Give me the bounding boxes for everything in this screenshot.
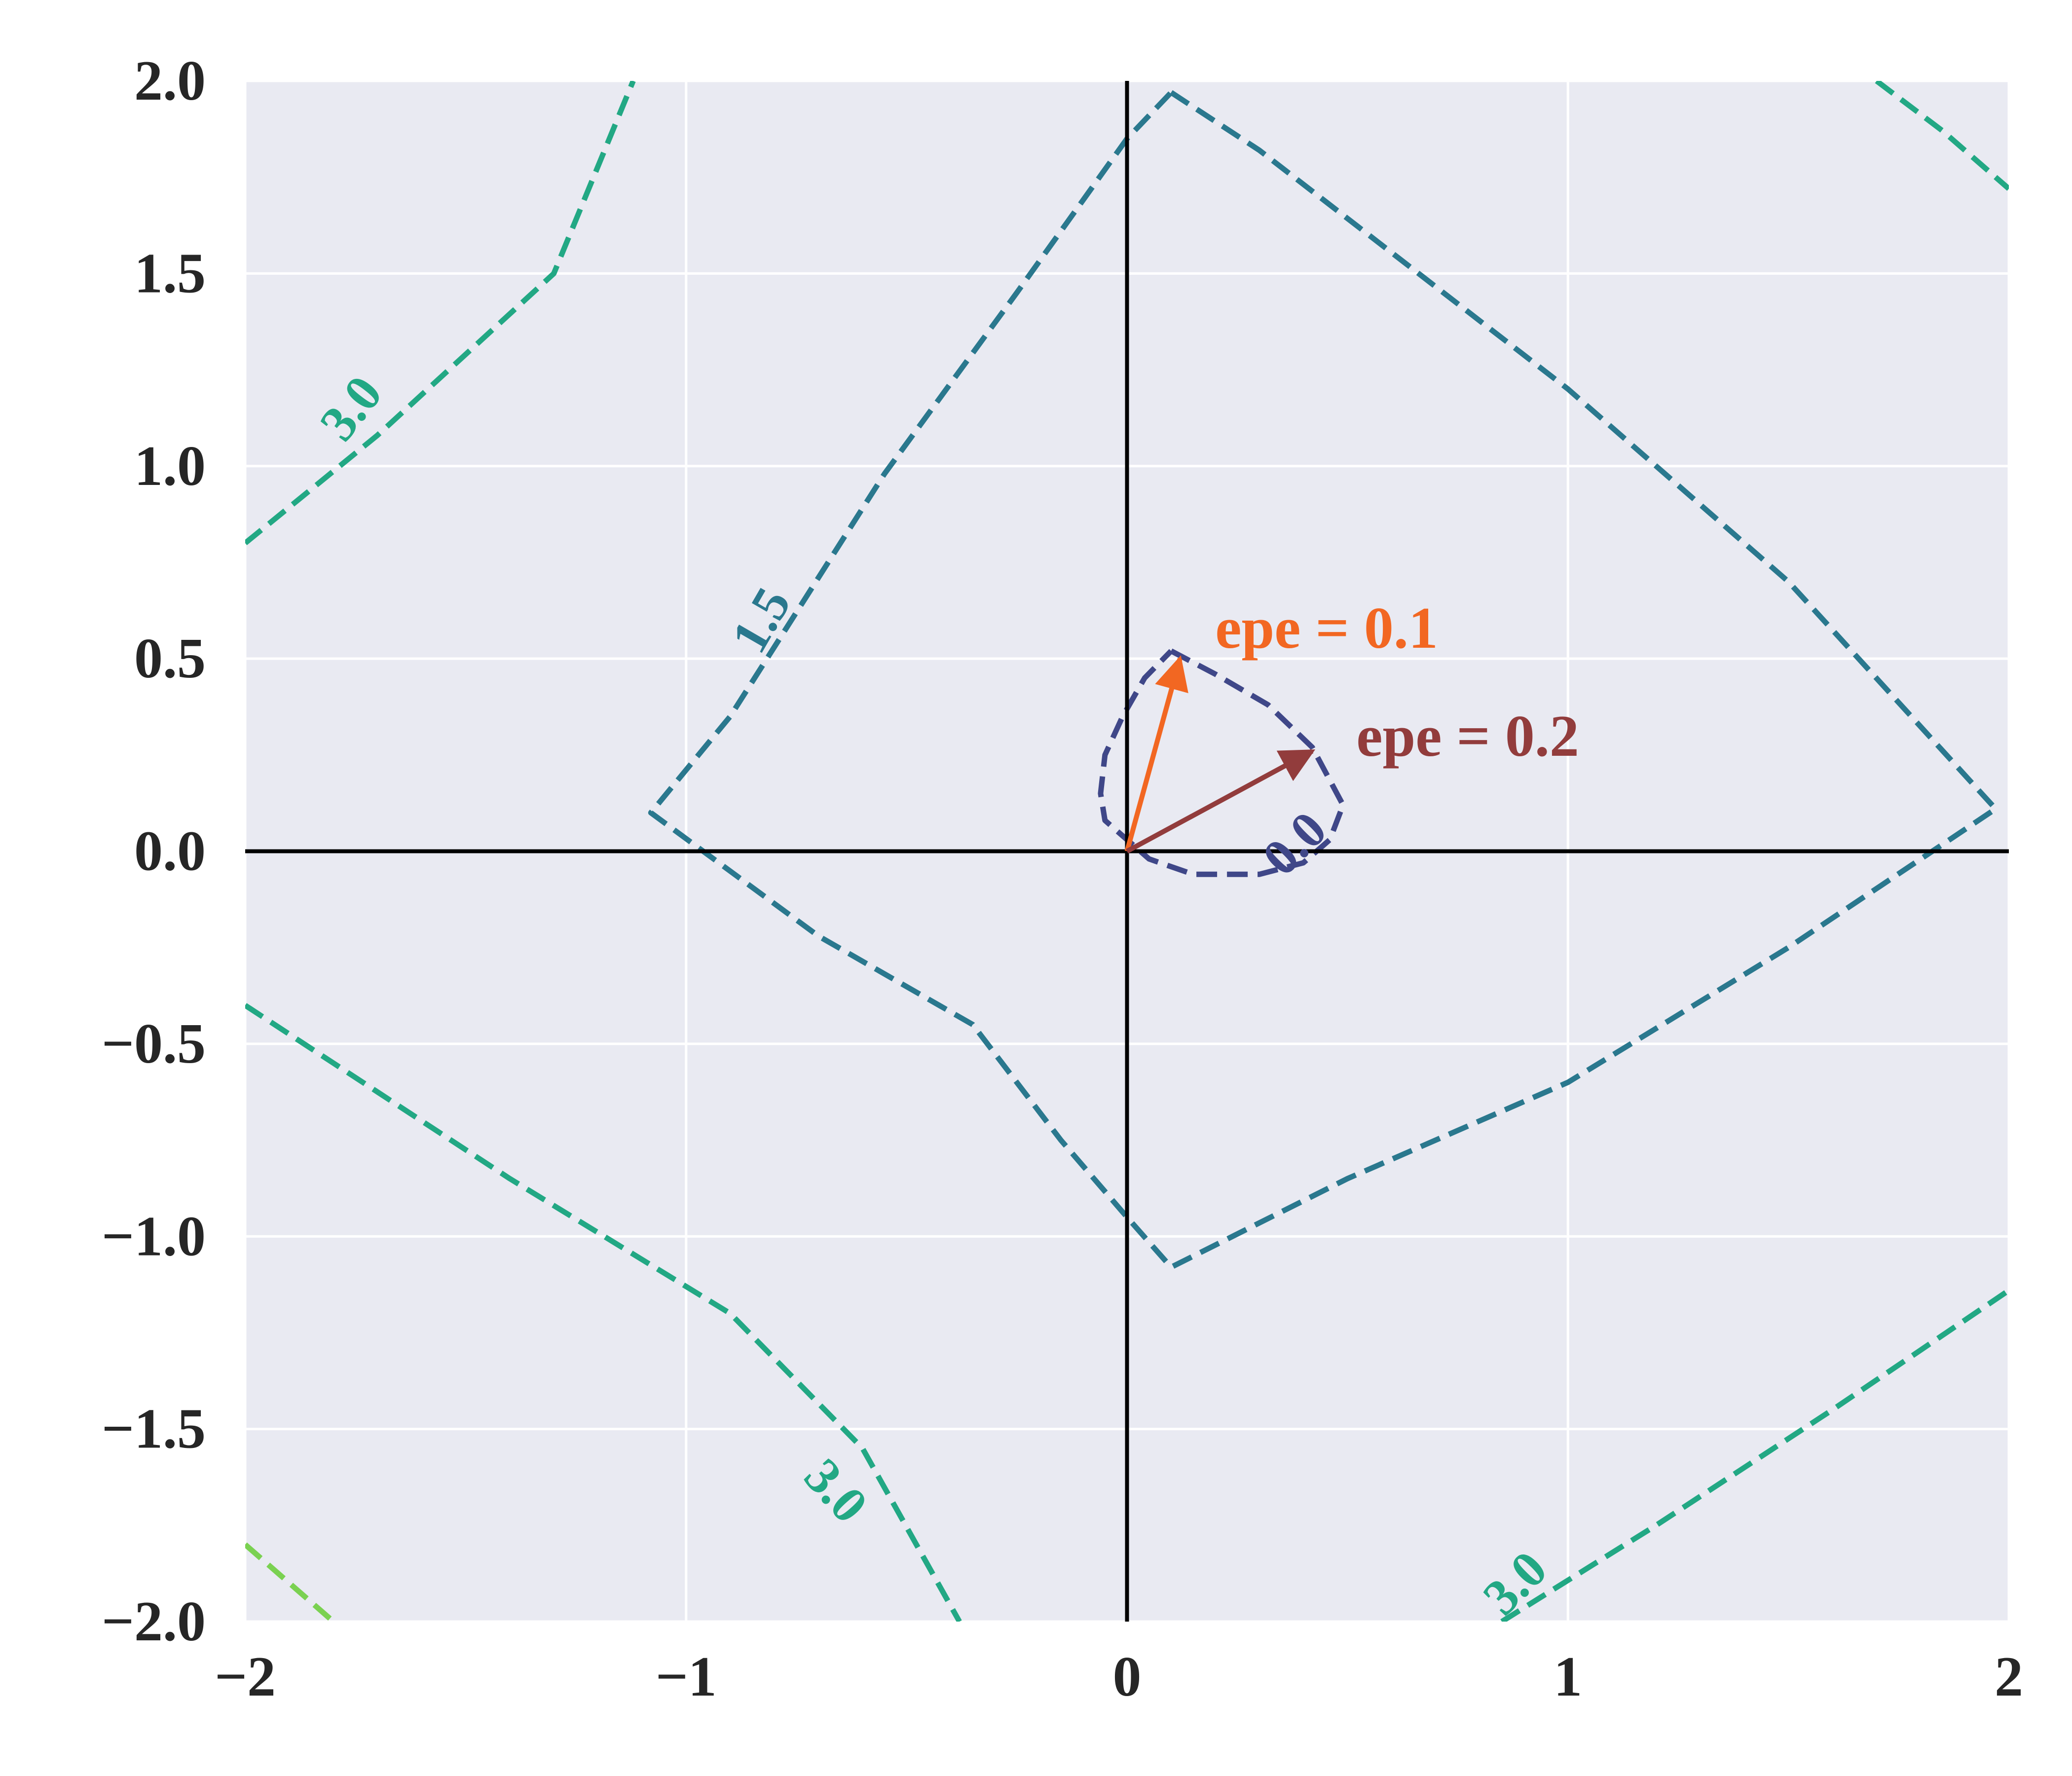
y-tick-label: 0.0 [134, 820, 206, 883]
y-tick-label: −0.5 [102, 1012, 206, 1075]
contour-level-0 [1098, 648, 1346, 877]
contour-level-3 [245, 1003, 962, 1622]
contour-level-3 [1875, 81, 2009, 191]
annotation-arrows: epe = 0.1 epe = 0.2 [1124, 595, 1579, 853]
x-tick-label: 1 [1554, 1645, 1582, 1708]
y-tick-label: 2.0 [134, 49, 206, 112]
y-tick-label: 1.0 [134, 435, 206, 498]
y-tick-label: −2.0 [102, 1590, 206, 1653]
y-tick-label: 1.5 [134, 242, 206, 305]
y-tick-label: −1.0 [102, 1205, 206, 1268]
annotation-arrow [1124, 655, 1188, 852]
annotation-label: epe = 0.2 [1356, 703, 1579, 769]
x-axis-ticks: −2 −1 0 1 2 [215, 1645, 2023, 1708]
x-tick-label: 2 [1995, 1645, 2023, 1708]
annotation-arrow [1126, 749, 1316, 853]
contour-level-4-5 [245, 1542, 335, 1622]
x-tick-label: −2 [215, 1645, 276, 1708]
x-tick-label: −1 [656, 1645, 717, 1708]
y-tick-label: −1.5 [102, 1398, 206, 1461]
y-axis-ticks: 2.0 1.5 1.0 0.5 0.0 −0.5 −1.0 −1.5 −2.0 [102, 49, 206, 1653]
contour-lines [245, 81, 2009, 1622]
x-tick-label: 0 [1113, 1645, 1142, 1708]
contour-level-1-5 [648, 90, 1998, 1270]
y-tick-label: 0.5 [134, 627, 206, 690]
annotation-label: epe = 0.1 [1215, 595, 1438, 661]
contour-level-3 [245, 81, 636, 546]
contour-level-3 [1500, 1288, 2009, 1622]
